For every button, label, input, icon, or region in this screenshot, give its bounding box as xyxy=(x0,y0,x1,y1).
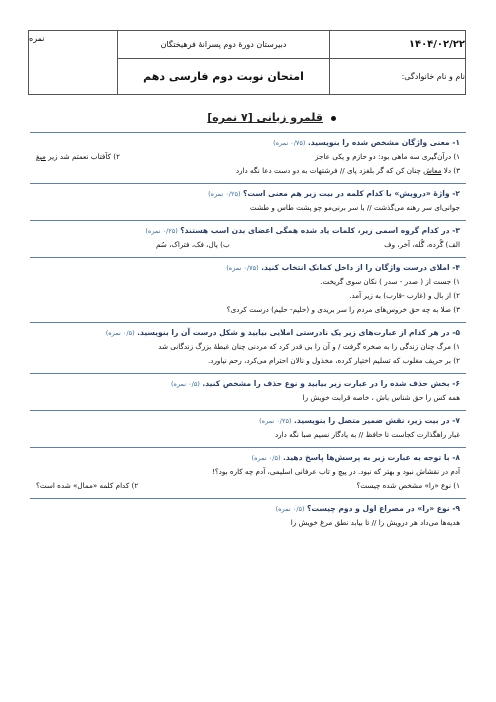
question-1-text: ۱- معنی واژگان مشخص شده را بنویسید. xyxy=(307,138,460,147)
question-3-text: ۳- در کدام گروه اسمی زیر، کلمات یاد شده … xyxy=(180,226,460,235)
question-3-option-b: ب) یال، فک، فتراک، سُم xyxy=(156,240,230,249)
section-title: قلمرو زبانی [۷ نمره] xyxy=(207,111,323,124)
question-5-points: (۰/۵ نمره) xyxy=(105,329,135,337)
question-6-sentence: همه کس را حق شناس باش ، خاصه قرابت خویش … xyxy=(302,393,460,402)
exam-page: ۱۴۰۴/۰۲/۲۲ دبیرستان دورهٔ دوم پسرانهٔ فر… xyxy=(28,30,466,535)
question-2: ۲- واژهٔ «درویش» با کدام کلمه در بیت زیر… xyxy=(30,183,466,220)
exam-title: امتحان نوبت دوم فارسی دهم xyxy=(117,58,330,95)
question-1: ۱- معنی واژگان مشخص شده را بنویسید. (۰/۷… xyxy=(30,132,466,183)
question-6-text: ۶- بخش حذف شده را در عبارت زیر بیابید و … xyxy=(202,379,460,388)
question-1-item-c-word: معاش xyxy=(423,166,442,175)
question-8: ۸- با توجه به عبارت زیر به پرسش‌ها پاسخ … xyxy=(30,447,466,498)
school-name: دبیرستان دورهٔ دوم پسرانهٔ فرهیختگان xyxy=(117,30,330,59)
question-7-text: ۷- در بیت زیر، نقش ضمیر متصل را بنویسید. xyxy=(293,416,460,425)
question-5-item-2: ۲) بر حریف مغلوب که تسلیم اختیار کرده، م… xyxy=(207,356,460,365)
question-6-points: (۰/۵ نمره) xyxy=(170,380,200,388)
question-1-points: (۰/۷۵ نمره) xyxy=(273,139,306,147)
question-1-item-a: ۱) درآن‌گیری سه ماهی بود: دو حازم و یکی … xyxy=(315,152,460,161)
question-4: ۴- املای درست واژگان را از داخل کمانک ان… xyxy=(30,257,466,322)
question-5: ۵- در هر کدام از عبارت‌های زیر یک نادرست… xyxy=(30,322,466,373)
question-9: ۹- نوع «را» در مصراع اول و دوم چیست؟ (۰/… xyxy=(30,498,466,535)
student-name-label: نام و نام خانوادگی: xyxy=(329,58,466,95)
question-5-text: ۵- در هر کدام از عبارت‌های زیر یک نادرست… xyxy=(137,328,460,337)
question-4-text: ۴- املای درست واژگان را از داخل کمانک ان… xyxy=(261,263,460,272)
question-8-text: ۸- با توجه به عبارت زیر به پرسش‌ها پاسخ … xyxy=(282,453,460,462)
question-9-text: ۹- نوع «را» در مصراع اول و دوم چیست؟ xyxy=(306,504,460,513)
bullet-icon xyxy=(331,115,336,121)
question-4-item-3: ۳) صلا به چه حق خروس‌های مردم را سر برید… xyxy=(226,305,460,314)
question-8-item-a: ۱) نوع «را» مشخص شده چیست؟ xyxy=(356,481,460,490)
exam-date: ۱۴۰۴/۰۲/۲۲ xyxy=(329,30,466,59)
exam-header-table: ۱۴۰۴/۰۲/۲۲ دبیرستان دورهٔ دوم پسرانهٔ فر… xyxy=(28,30,466,95)
question-7-verse: غبار راهگذارت کجاست تا حافظ // به یادگار… xyxy=(274,430,460,439)
question-7: ۷- در بیت زیر، نقش ضمیر متصل را بنویسید.… xyxy=(30,410,466,447)
question-9-points: (۰/۵ نمره) xyxy=(275,505,305,513)
question-8-item-b: ۲) کدام کلمه «ممال» شده است؟ xyxy=(36,481,139,490)
question-8-passage: آدم در نقشاش نبود و بهتر که نبود. در پیچ… xyxy=(211,467,460,476)
question-3-option-a: الف) گُرده، گُله، آخر، وف xyxy=(384,240,460,249)
question-5-item-1: ۱) مرگ چنان زندگی را به صخره گرفت / و آن… xyxy=(158,342,460,351)
question-1-item-b: ۲) کآفتاب نعمتم شد زیر میغ xyxy=(36,150,120,164)
question-6: ۶- بخش حذف شده را در عبارت زیر بیابید و … xyxy=(30,373,466,410)
section-heading: قلمرو زبانی [۷ نمره] xyxy=(30,111,466,124)
question-2-verse: جوانی‌ای سر رهنه می‌گذشت // با سر برنی‌م… xyxy=(249,203,460,212)
question-1-item-b-word: میغ xyxy=(36,152,46,161)
question-2-text: ۲- واژهٔ «درویش» با کدام کلمه در بیت زیر… xyxy=(242,189,460,198)
question-3-points: (۰/۲۵ نمره) xyxy=(145,227,178,235)
question-2-points: (۰/۲۵ نمره) xyxy=(208,190,241,198)
question-1-item-c-post: چنان کن که گر بلغزد پای // فرشتهات به دو… xyxy=(235,166,424,175)
question-4-points: (۰/۷۵ نمره) xyxy=(226,264,259,272)
question-1-item-c-pre: ۳) دلا xyxy=(441,166,460,175)
question-8-points: (۰/۵ نمره) xyxy=(251,454,281,462)
score-box: نمره xyxy=(28,30,118,95)
question-1-item-c: ۳) دلا معاش چنان کن که گر بلغزد پای // ف… xyxy=(36,164,460,178)
question-1-item-b-text: ۲) کآفتاب نعمتم شد زیر xyxy=(45,152,120,161)
question-7-points: (۰/۲۵ نمره) xyxy=(259,417,292,425)
question-4-item-1: ۱) جست از ( صدر - سدر ) نکان سوی گریخت. xyxy=(320,277,460,286)
question-9-verse: هدیه‌ها می‌داد هر درویش را // تا بیابد ن… xyxy=(290,518,460,527)
question-3: ۳- در کدام گروه اسمی زیر، کلمات یاد شده … xyxy=(30,220,466,257)
question-4-item-2: ۲) از بال و (غارب -قارب) به زیر آمد. xyxy=(349,291,460,300)
